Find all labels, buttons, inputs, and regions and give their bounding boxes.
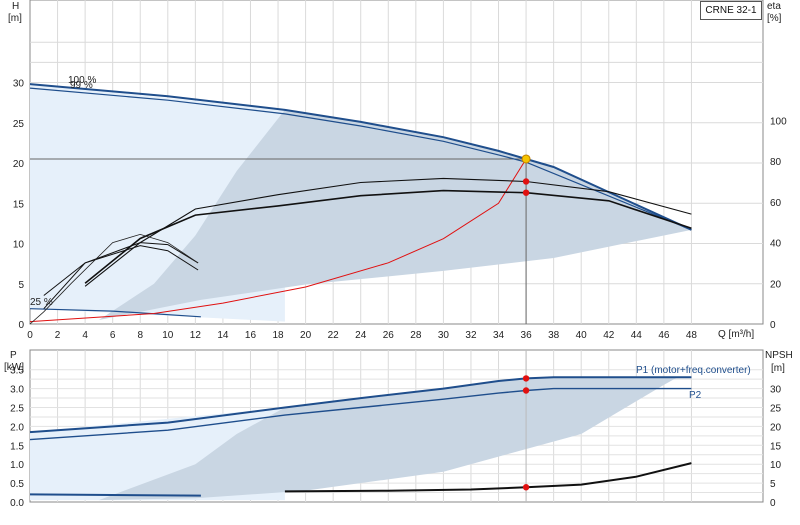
label-100-percent: 100 % <box>68 75 96 86</box>
p-tick-label: 2.0 <box>10 422 24 433</box>
p1-curve <box>29 376 692 434</box>
x-tick-label: 10 <box>162 330 174 341</box>
power-marker <box>522 375 530 382</box>
eta-tick-label: 20 <box>770 279 782 290</box>
x-tick-label: 4 <box>82 330 88 341</box>
low-power-curve <box>29 493 201 497</box>
dark-area-bottom <box>98 377 678 501</box>
system-curve <box>29 158 527 323</box>
markers <box>521 154 531 491</box>
h-tick-label: 30 <box>13 79 25 90</box>
duty-point-marker <box>521 154 531 164</box>
eta-axis-label: eta <box>767 1 781 12</box>
h-tick-label: 20 <box>13 159 25 170</box>
npsh-marker <box>522 484 530 491</box>
eta-curve-low-3 <box>29 233 199 325</box>
eta-marker <box>522 178 530 185</box>
x-tick-label: 46 <box>658 330 670 341</box>
x-tick-label: 16 <box>245 330 257 341</box>
npsh-axis-label: NPSH <box>765 350 793 361</box>
p-axis-unit: [kW] <box>4 362 24 373</box>
eta-tick-label: 40 <box>770 239 782 250</box>
p-tick-label: 0.0 <box>10 498 24 509</box>
q-axis-label: Q [m³/h] <box>718 329 754 340</box>
p-tick-label: 3.0 <box>10 385 24 396</box>
head-curve-100 <box>29 83 692 231</box>
label-99-percent: 99 % <box>70 80 93 91</box>
npsh-tick-label: 15 <box>770 441 782 452</box>
eta-curve-2 <box>84 189 692 284</box>
p-tick-label: 2.5 <box>10 404 24 415</box>
p-tick-label: 0.5 <box>10 479 24 490</box>
x-tick-label: 34 <box>493 330 505 341</box>
npsh-tick-label: 5 <box>770 479 776 490</box>
x-tick-label: 32 <box>465 330 477 341</box>
p-tick-label: 1.0 <box>10 460 24 471</box>
eta-tick-label: 60 <box>770 198 782 209</box>
x-tick-label: 40 <box>576 330 588 341</box>
h-tick-label: 5 <box>18 280 24 291</box>
x-tick-label: 14 <box>217 330 229 341</box>
x-tick-label: 6 <box>110 330 116 341</box>
eta-axis-unit: [%] <box>767 13 782 24</box>
x-tick-label: 48 <box>686 330 698 341</box>
x-tick-label: 22 <box>328 330 340 341</box>
x-tick-label: 2 <box>55 330 61 341</box>
head-curve-99 <box>29 87 692 231</box>
h-tick-label: 0 <box>18 320 24 331</box>
npsh-tick-label: 25 <box>770 404 782 415</box>
label-25-percent: 25 % <box>30 297 53 308</box>
h-axis-unit: [m] <box>8 13 22 24</box>
x-tick-label: 18 <box>272 330 284 341</box>
h-tick-label: 10 <box>13 240 25 251</box>
h-tick-label: 15 <box>13 199 25 210</box>
npsh-tick-label: 30 <box>770 385 782 396</box>
label-p1: P1 (motor+freq.converter) <box>636 365 751 376</box>
head-curve-25 <box>29 308 201 318</box>
eta-marker <box>522 189 530 196</box>
eta-tick-label: 0 <box>770 320 776 331</box>
eta-curve-low-2 <box>43 245 199 310</box>
operating-areas <box>30 84 692 501</box>
x-tick-label: 36 <box>521 330 533 341</box>
x-tick-label: 42 <box>603 330 615 341</box>
eta-curve-low-1 <box>43 242 199 296</box>
x-tick-label: 0 <box>27 330 33 341</box>
h-axis-label: H <box>12 1 19 12</box>
npsh-axis-unit: [m] <box>771 363 785 374</box>
npsh-tick-label: 10 <box>770 460 782 471</box>
x-tick-label: 26 <box>383 330 395 341</box>
p-tick-label: 3.5 <box>10 366 24 377</box>
x-tick-label: 44 <box>631 330 643 341</box>
h-tick-label: 25 <box>13 119 25 130</box>
p-tick-label: 1.5 <box>10 441 24 452</box>
x-tick-label: 8 <box>137 330 143 341</box>
power-marker <box>522 387 530 394</box>
chart-title: CRNE 32-1 <box>700 1 762 20</box>
npsh-tick-label: 0 <box>770 498 776 509</box>
tick-labels: 0 2 4 6 8 10 12 14 16 18 20 22 24 26 28 30 32 34 36 38 40 42 4… <box>10 79 787 510</box>
x-tick-label: 12 <box>190 330 202 341</box>
eta-tick-label: 100 <box>770 116 787 127</box>
label-p2: P2 <box>689 390 702 401</box>
dark-area-top <box>98 109 692 320</box>
x-tick-label: 20 <box>300 330 312 341</box>
x-tick-label: 30 <box>438 330 450 341</box>
x-tick-label: 24 <box>355 330 367 341</box>
x-tick-label: 28 <box>410 330 422 341</box>
npsh-tick-label: 20 <box>770 422 782 433</box>
p2-curve <box>29 387 692 441</box>
eta-tick-label: 80 <box>770 157 782 168</box>
p-axis-label: P <box>10 350 17 361</box>
x-tick-label: 38 <box>548 330 560 341</box>
